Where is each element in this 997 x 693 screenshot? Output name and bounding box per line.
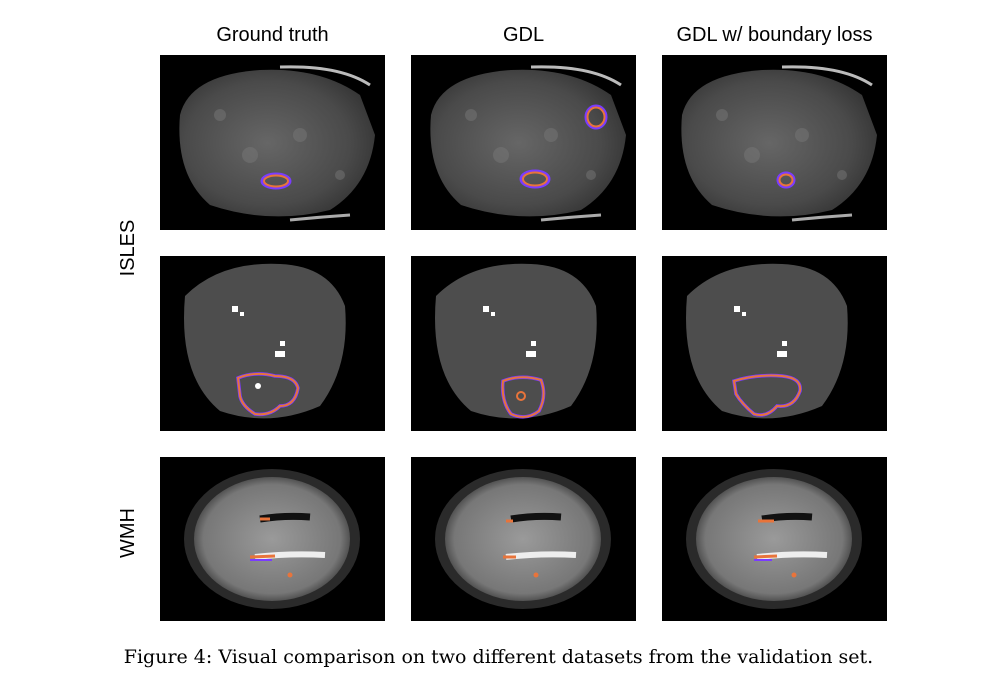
wmh-ground-truth-image xyxy=(160,457,385,621)
wmh-gdl-image xyxy=(411,457,636,621)
figure-caption: Figure 4: Visual comparison on two diffe… xyxy=(123,646,874,668)
column-title-gdl: GDL xyxy=(502,24,545,46)
isles-2-ground-truth-image xyxy=(160,256,385,431)
row-label-isles: ISLES xyxy=(117,219,139,277)
isles-1-ground-truth-image xyxy=(160,55,385,230)
isles-2-gdl-image xyxy=(411,256,636,431)
isles-1-gdl-image xyxy=(411,55,636,230)
isles-2-gdl-boundary-image xyxy=(662,256,887,431)
isles-1-gdl-boundary-image xyxy=(662,55,887,230)
column-title-gdl-boundary: GDL w/ boundary loss xyxy=(676,24,873,46)
row-label-wmh: WMH xyxy=(117,508,139,558)
wmh-gdl-boundary-image xyxy=(662,457,887,621)
column-title-ground-truth: Ground truth xyxy=(216,24,329,46)
